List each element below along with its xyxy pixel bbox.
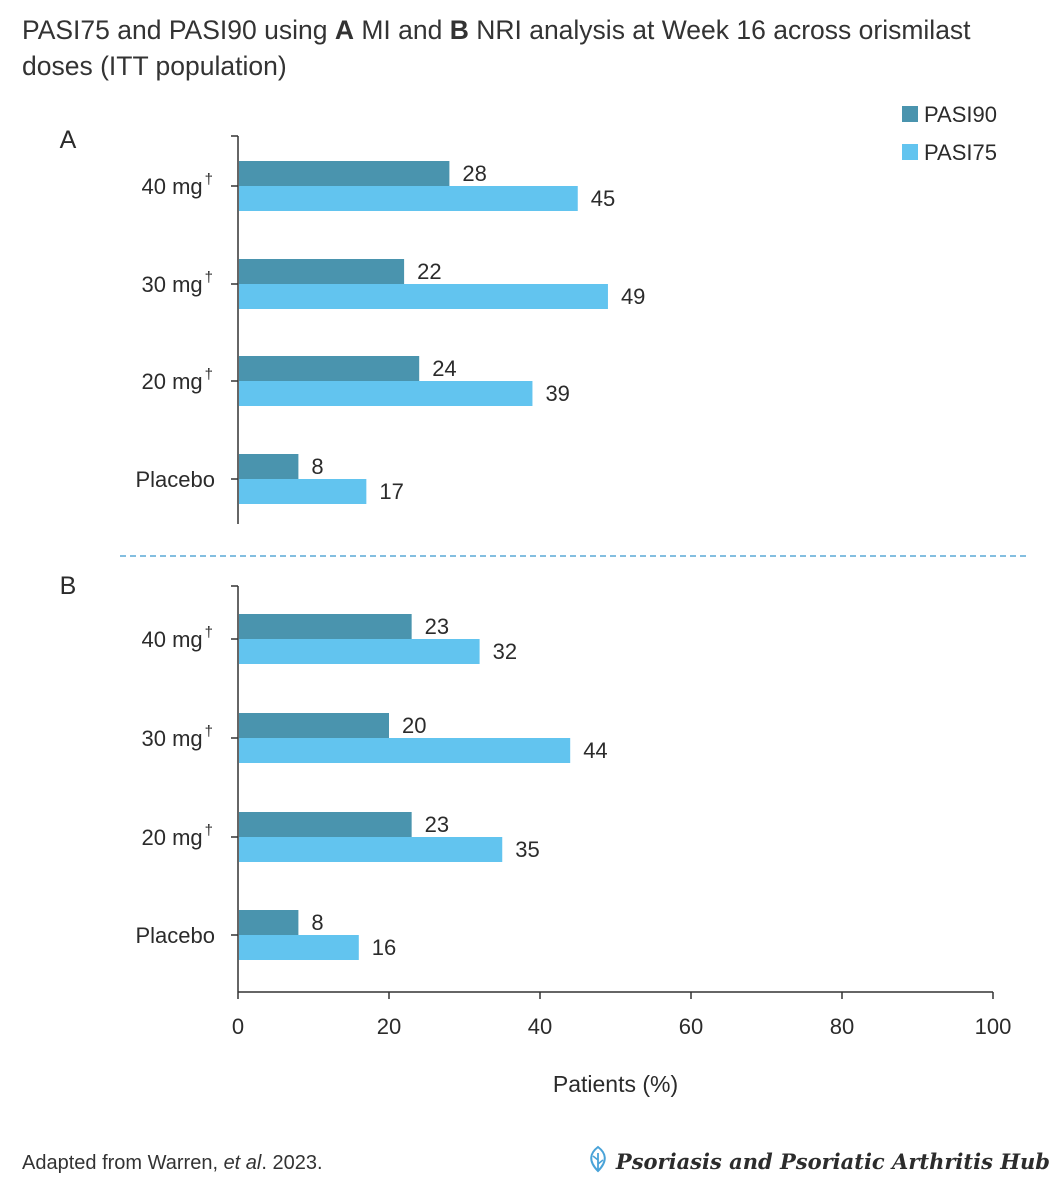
x-tick-label: 60 <box>679 1014 703 1039</box>
data-label: 24 <box>432 356 456 381</box>
hub-brand: Psoriasis and Psoriatic Arthritis Hub <box>586 1145 1050 1178</box>
data-label: 23 <box>425 812 449 837</box>
category-label: 20 mg † <box>142 366 214 394</box>
data-label: 23 <box>425 614 449 639</box>
bar-pasi90 <box>239 356 420 381</box>
bar-pasi75 <box>239 738 571 763</box>
category-label: Placebo <box>135 923 215 948</box>
data-label: 35 <box>515 837 539 862</box>
data-label: 20 <box>402 713 426 738</box>
bar-pasi75 <box>239 639 480 664</box>
data-label: 16 <box>372 935 396 960</box>
category-label: 40 mg † <box>142 171 214 199</box>
x-tick-label: 0 <box>232 1014 244 1039</box>
bar-pasi75 <box>239 284 608 309</box>
chart-title: PASI75 and PASI90 using A MI and B NRI a… <box>22 15 971 81</box>
bar-pasi90 <box>239 161 450 186</box>
bar-pasi90 <box>239 454 299 479</box>
data-label: 8 <box>311 910 323 935</box>
bar-pasi75 <box>239 837 503 862</box>
x-tick-label: 100 <box>975 1014 1012 1039</box>
bar-pasi90 <box>239 812 412 837</box>
x-axis-label: Patients (%) <box>553 1071 678 1097</box>
category-label: 30 mg † <box>142 723 214 751</box>
category-label: Placebo <box>135 467 215 492</box>
data-label: 22 <box>417 259 441 284</box>
hub-name: Psoriasis and Psoriatic Arthritis Hub <box>615 1149 1050 1174</box>
source-note: Adapted from Warren, et al. 2023. <box>22 1152 323 1174</box>
bar-pasi75 <box>239 479 367 504</box>
data-label: 17 <box>379 479 403 504</box>
data-label: 39 <box>545 381 569 406</box>
category-label: 30 mg † <box>142 269 214 297</box>
x-tick-label: 80 <box>830 1014 854 1039</box>
legend-label-pasi75: PASI75 <box>924 140 997 165</box>
category-label: 20 mg † <box>142 822 214 850</box>
data-label: 8 <box>311 454 323 479</box>
legend-label-pasi90: PASI90 <box>924 102 997 127</box>
panel-label-b: B <box>60 572 77 600</box>
leaf-icon <box>586 1145 610 1178</box>
legend-swatch-pasi75 <box>902 144 918 160</box>
bar-pasi90 <box>239 614 412 639</box>
x-tick-label: 20 <box>377 1014 401 1039</box>
x-tick-label: 40 <box>528 1014 552 1039</box>
legend-swatch-pasi90 <box>902 106 918 122</box>
data-label: 49 <box>621 284 645 309</box>
bar-pasi75 <box>239 381 533 406</box>
chart-canvas: A 40 mg † 28 45 30 mg † 22 49 20 mg † 24 39 Placebo 8 1… <box>60 102 1030 1097</box>
panel-label-a: A <box>60 126 77 154</box>
data-label: 44 <box>583 738 607 763</box>
bar-pasi90 <box>239 713 389 738</box>
data-label: 28 <box>462 161 486 186</box>
bar-pasi90 <box>239 259 405 284</box>
category-label: 40 mg † <box>142 624 214 652</box>
bar-pasi75 <box>239 186 578 211</box>
data-label: 45 <box>591 186 615 211</box>
bar-pasi90 <box>239 910 299 935</box>
bar-pasi75 <box>239 935 359 960</box>
data-label: 32 <box>493 639 517 664</box>
